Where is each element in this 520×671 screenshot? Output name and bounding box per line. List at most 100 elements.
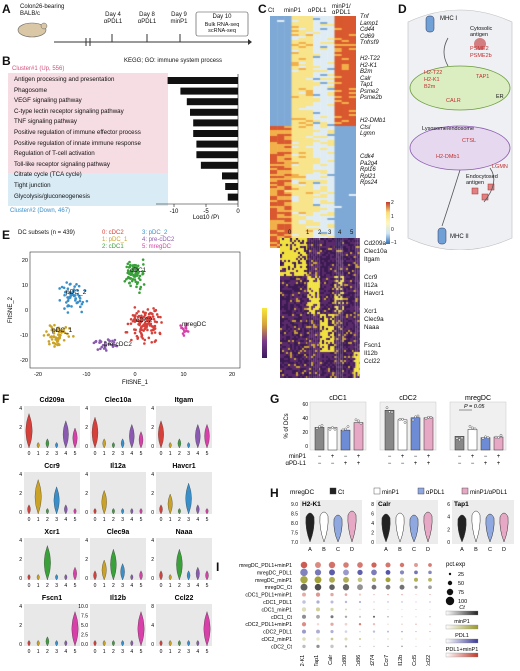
y-tick: 4 bbox=[19, 472, 22, 478]
cell-point bbox=[66, 311, 70, 314]
legend-label: minP1/αPDL1 bbox=[470, 490, 508, 496]
y-tick: 2.5 bbox=[81, 633, 88, 639]
colorbar-title: minP1 bbox=[454, 619, 470, 625]
x-tick: 4 bbox=[196, 451, 199, 457]
x-tick: 1 bbox=[37, 517, 40, 523]
cell-point bbox=[155, 313, 159, 316]
legend-label: Ct bbox=[338, 490, 344, 496]
cell-point bbox=[74, 299, 77, 302]
expression-dot bbox=[330, 630, 334, 634]
heat-gene-label: Il12a bbox=[364, 282, 378, 289]
gene-title: Clec9a bbox=[107, 529, 130, 536]
violin-shape bbox=[347, 510, 357, 543]
x-tick: 4 bbox=[64, 649, 67, 655]
cell-point bbox=[136, 264, 140, 268]
expression-dot bbox=[301, 614, 307, 619]
violin-shape bbox=[46, 508, 49, 515]
violin-bg bbox=[156, 538, 212, 580]
cell-point bbox=[100, 345, 104, 349]
violin-shape bbox=[423, 511, 433, 543]
legend-entry: 4: pre-cDC2 bbox=[142, 237, 175, 243]
gene-bot: Rps24 bbox=[360, 180, 378, 186]
x-tick: A bbox=[308, 547, 312, 553]
data-point bbox=[333, 427, 337, 431]
cell-point bbox=[54, 338, 57, 341]
enrichment-bar bbox=[193, 130, 238, 137]
cell-point bbox=[131, 313, 135, 317]
cell-point bbox=[129, 277, 133, 280]
cell-point bbox=[76, 293, 80, 296]
violin-shape bbox=[195, 566, 200, 581]
expression-dot bbox=[414, 577, 418, 582]
cell-point bbox=[127, 269, 130, 273]
x-tick: D bbox=[350, 547, 354, 553]
x-tick: 2 bbox=[46, 517, 49, 523]
expression-dot bbox=[343, 576, 349, 583]
x-tick-label: 0 bbox=[236, 209, 240, 215]
cell-point bbox=[65, 301, 68, 304]
gene-top: Lamp1 bbox=[360, 20, 379, 27]
expression-dot bbox=[315, 592, 321, 597]
y-tick: 2 bbox=[85, 557, 88, 563]
violin-shape bbox=[27, 504, 31, 515]
expression-dot bbox=[371, 562, 377, 568]
x-tick: 3 bbox=[187, 583, 190, 589]
panel-label-b: B bbox=[2, 54, 11, 68]
expression-dot bbox=[401, 638, 403, 640]
term-label: Citrate cycle (TCA cycle) bbox=[14, 171, 82, 179]
expression-dot bbox=[415, 601, 417, 603]
size-legend-label: 100 bbox=[458, 599, 467, 605]
x-tick: 4 bbox=[64, 517, 67, 523]
violin-shape bbox=[25, 413, 33, 449]
expression-dot bbox=[300, 583, 308, 591]
y-tick: 10.0 bbox=[78, 604, 88, 610]
y-tick-label: -10 bbox=[20, 333, 28, 339]
cell-point bbox=[76, 289, 79, 292]
sign-minp1: + bbox=[357, 454, 361, 460]
y-tick: 2 bbox=[151, 491, 154, 497]
step-day8: Day 8 αPDL1 bbox=[137, 12, 157, 25]
violin-bg bbox=[156, 406, 212, 448]
gene-mid: Tap1 bbox=[360, 82, 374, 88]
violin-shape bbox=[138, 431, 144, 449]
x-tick: B bbox=[398, 547, 402, 553]
cell-point bbox=[56, 327, 60, 330]
expression-dot bbox=[300, 568, 308, 577]
violin-shape bbox=[159, 640, 163, 647]
legend-label: minP1 bbox=[382, 490, 400, 496]
bar bbox=[353, 422, 364, 451]
expression-dot bbox=[371, 569, 377, 576]
legend-swatch bbox=[461, 487, 469, 495]
y-tick-label: -20 bbox=[20, 358, 28, 364]
x-tick: 3 bbox=[121, 583, 124, 589]
violin-shape bbox=[64, 640, 68, 647]
expression-dot bbox=[302, 644, 306, 649]
cell-point bbox=[128, 260, 131, 264]
rna-heatmap bbox=[270, 16, 356, 248]
tsne-title: DC subsets (n = 439) bbox=[18, 230, 75, 236]
row-label: mregDC_minP1 bbox=[255, 578, 292, 584]
cell-point bbox=[129, 284, 132, 288]
expression-dot bbox=[359, 645, 361, 648]
cytosolic-label: Cytosolic antigen bbox=[470, 26, 493, 38]
violin-shape bbox=[36, 640, 40, 647]
bar bbox=[384, 409, 395, 451]
violin-shape bbox=[319, 511, 329, 543]
gene-top: Cd69 bbox=[360, 33, 375, 40]
cell-point bbox=[143, 342, 146, 345]
expression-dot bbox=[387, 616, 389, 618]
legend-entry: 1: pDC_1 bbox=[102, 237, 128, 243]
heat-gene-label: Havcr1 bbox=[364, 290, 384, 297]
bar bbox=[480, 437, 491, 451]
row-label: cDC1_minP1 bbox=[261, 607, 292, 613]
expression-dot bbox=[373, 608, 375, 611]
sign-apdl1: − bbox=[401, 461, 405, 467]
e-colorbar bbox=[262, 308, 267, 358]
data-point bbox=[346, 425, 350, 428]
x-axis-label: Log10 (P) bbox=[193, 215, 219, 219]
panel-label-e: E bbox=[2, 228, 11, 242]
y-tick: 0 bbox=[19, 510, 22, 516]
violin-shape bbox=[168, 574, 172, 581]
y-tick: 0 bbox=[19, 642, 22, 648]
x-tick: 4 bbox=[130, 583, 133, 589]
